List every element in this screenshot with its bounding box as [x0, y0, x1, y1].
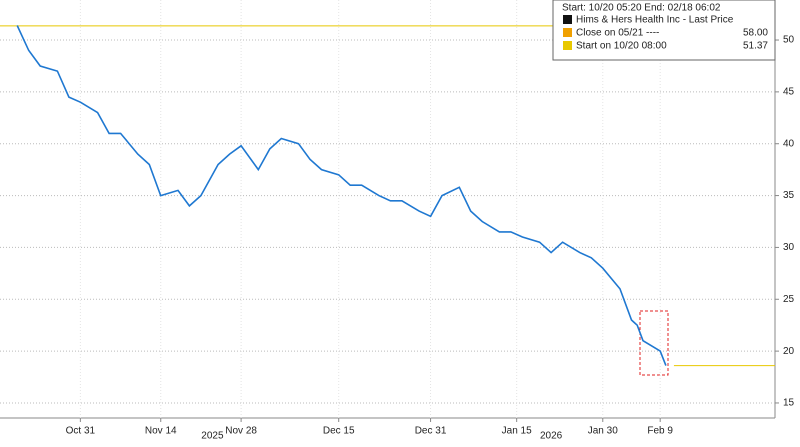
legend-swatch: [563, 15, 572, 24]
legend-value: 51.37: [743, 41, 768, 52]
y-tick-label: 15: [783, 398, 795, 409]
legend-header: Start: 10/20 05:20 End: 02/18 06:02: [562, 3, 721, 14]
x-tick-label: Nov 14: [145, 426, 177, 437]
legend-label: Close on 05/21 ----: [576, 28, 659, 39]
x-year-label: 2026: [540, 431, 563, 442]
y-tick-label: 20: [783, 346, 795, 357]
x-tick-label: Oct 31: [66, 426, 96, 437]
y-tick-label: 50: [783, 35, 795, 46]
highlight-box: [639, 310, 669, 376]
x-year-label: 2025: [201, 431, 224, 442]
y-tick-label: 30: [783, 242, 795, 253]
x-tick-label: Jan 30: [588, 426, 618, 437]
y-tick-label: 25: [783, 294, 795, 305]
x-tick-label: Dec 31: [415, 426, 447, 437]
x-tick-label: Dec 15: [323, 426, 355, 437]
legend-swatch: [563, 28, 572, 37]
legend-value: 58.00: [743, 28, 768, 39]
legend-box: [552, 0, 776, 61]
legend-label: Start on 10/20 08:00: [576, 41, 667, 52]
y-tick-label: 45: [783, 87, 795, 98]
x-tick-label: Feb 9: [647, 426, 673, 437]
legend-label: Hims & Hers Health Inc - Last Price: [576, 15, 734, 26]
price-line: [16, 25, 667, 366]
y-tick-label: 35: [783, 190, 795, 201]
y-tick-label: 40: [783, 138, 795, 149]
legend-swatch: [563, 41, 572, 50]
x-tick-label: Nov 28: [225, 426, 257, 437]
x-tick-label: Jan 15: [502, 426, 532, 437]
